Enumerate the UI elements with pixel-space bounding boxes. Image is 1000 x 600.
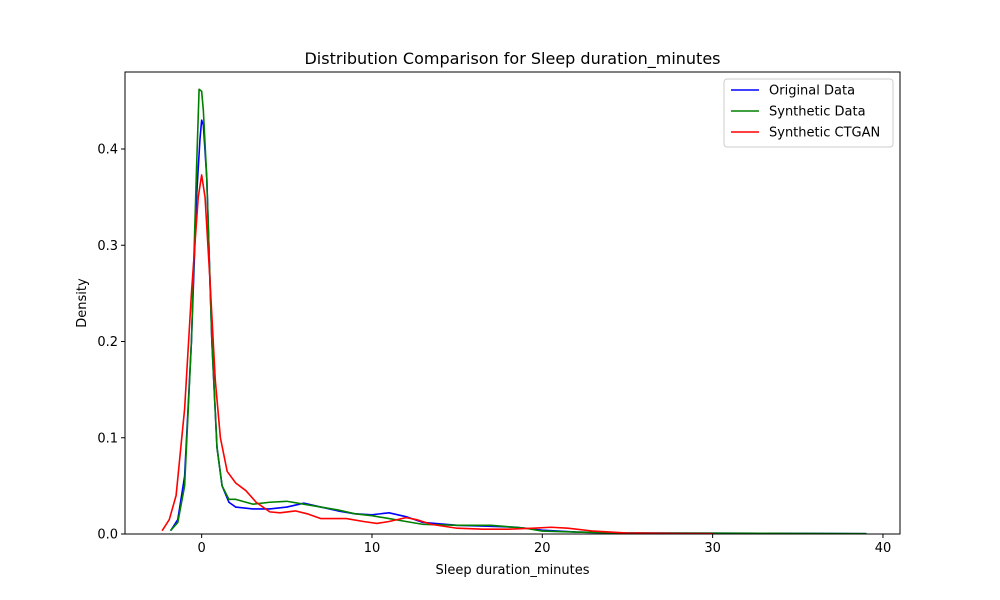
x-axis-label: Sleep duration_minutes xyxy=(435,563,589,578)
y-tick-label: 0.1 xyxy=(97,431,118,446)
axes-frame xyxy=(124,71,901,535)
series-line-3 xyxy=(161,174,714,535)
legend-label-2: Synthetic Data xyxy=(769,105,866,120)
x-tick-label: 30 xyxy=(704,541,721,556)
legend-box xyxy=(723,78,894,148)
series-layer xyxy=(161,88,867,535)
y-tick-label: 0.0 xyxy=(97,528,118,543)
legend-label-1: Original Data xyxy=(769,84,855,99)
x-tick-label: 0 xyxy=(198,541,206,556)
y-axis-ticks: 0.0 0.1 0.2 0.3 0.4 xyxy=(97,143,125,543)
legend: Original Data Synthetic Data Synthetic CTG… xyxy=(723,78,894,148)
legend-label-3: Synthetic CTGAN xyxy=(769,126,880,141)
plot-area: 0 10 20 30 40 0.0 0.1 0.2 0.3 0.4 xyxy=(97,71,901,556)
x-axis-ticks: 0 10 20 30 40 xyxy=(198,534,892,556)
x-tick-label: 10 xyxy=(364,541,381,556)
chart-title: Distribution Comparison for Sleep durati… xyxy=(304,49,720,69)
y-tick-label: 0.2 xyxy=(97,335,118,350)
x-tick-label: 20 xyxy=(534,541,551,556)
y-tick-label: 0.3 xyxy=(97,239,118,254)
y-axis-label: Density xyxy=(75,278,90,328)
x-tick-label: 40 xyxy=(875,541,892,556)
series-line-2 xyxy=(170,88,867,535)
y-tick-label: 0.4 xyxy=(97,143,118,158)
